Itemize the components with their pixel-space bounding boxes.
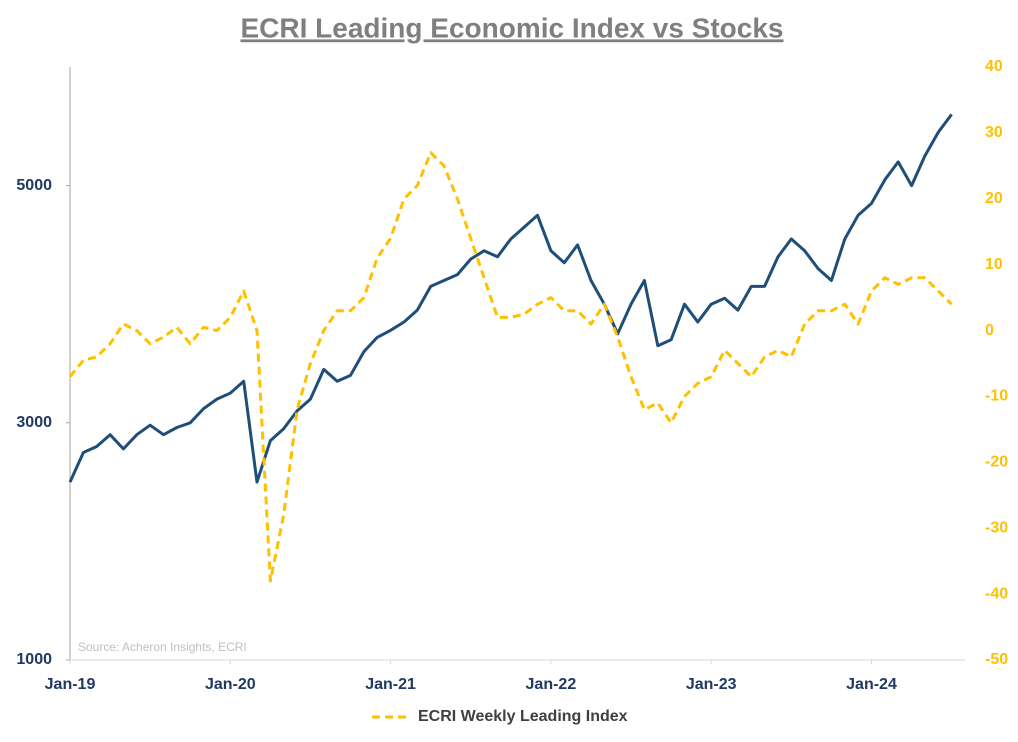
- y2-tick-label: 30: [985, 124, 1003, 141]
- x-tick-label: Jan-21: [365, 676, 416, 693]
- y2-tick-label: -20: [985, 454, 1008, 471]
- y2-tick-label: -40: [985, 585, 1008, 602]
- y2-tick-label: -50: [985, 651, 1008, 668]
- y-tick-label: 1000: [16, 651, 52, 668]
- x-tick-label: Jan-22: [526, 676, 577, 693]
- y-tick-label: 5000: [16, 177, 52, 194]
- y-tick-label: 3000: [16, 414, 52, 431]
- y2-tick-label: -30: [985, 519, 1008, 536]
- y2-tick-label: -10: [985, 388, 1008, 405]
- series-line: [68, 113, 953, 484]
- y2-tick-label: 10: [985, 256, 1003, 273]
- legend-label: ECRI Weekly Leading Index: [418, 708, 628, 725]
- x-tick-label: Jan-20: [205, 676, 256, 693]
- y2-tick-label: 0: [985, 322, 994, 339]
- x-tick-label: Jan-23: [686, 676, 737, 693]
- source-note: Source: Acheron Insights, ECRI: [78, 640, 247, 654]
- series-line: [68, 151, 953, 583]
- y2-tick-label: 20: [985, 190, 1003, 207]
- chart-title: ECRI Leading Economic Index vs Stocks: [240, 12, 783, 43]
- x-tick-label: Jan-24: [846, 676, 897, 693]
- x-tick-label: Jan-19: [45, 676, 96, 693]
- y2-tick-label: 40: [985, 58, 1003, 75]
